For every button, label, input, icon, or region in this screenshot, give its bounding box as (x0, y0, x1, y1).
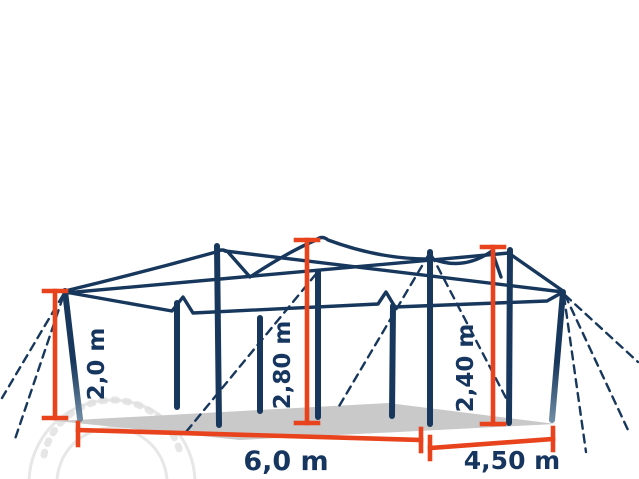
corner-pole-right (549, 289, 566, 423)
tent-pole (214, 243, 222, 428)
dimension-label-depth-right: 4,50 m (464, 446, 560, 475)
dimension-line-height-center (293, 237, 321, 426)
dimension-lines (41, 237, 556, 462)
corner-pole-left (62, 288, 83, 422)
dimension-line-height-left (41, 288, 69, 421)
guy-rope (184, 272, 318, 434)
dimension-line-depth-right (427, 425, 556, 462)
tent-poles (62, 243, 566, 428)
guy-rope (562, 294, 588, 454)
guy-rope (563, 293, 630, 432)
tent-pole (389, 303, 396, 419)
dimension-line-width-front (75, 420, 424, 454)
guy-rope (336, 252, 431, 410)
dimension-label-height-left: 2,0 m (84, 328, 110, 401)
dimension-label-height-center: 2,80 m (270, 321, 296, 410)
canopy-right-edge (508, 252, 565, 293)
tent-pole (506, 247, 513, 426)
canopy-back-edge (63, 235, 503, 293)
dimension-label-height-right: 2,40 m (453, 324, 479, 413)
guy-rope (563, 293, 639, 364)
canopy-front-edge (63, 290, 565, 315)
guy-rope (12, 295, 65, 444)
dimension-label-width-front: 6,0 m (243, 446, 328, 477)
canopy-chord-1 (63, 251, 511, 295)
dimension-line-height-right (479, 244, 507, 427)
canopy-chord-2 (223, 249, 565, 294)
